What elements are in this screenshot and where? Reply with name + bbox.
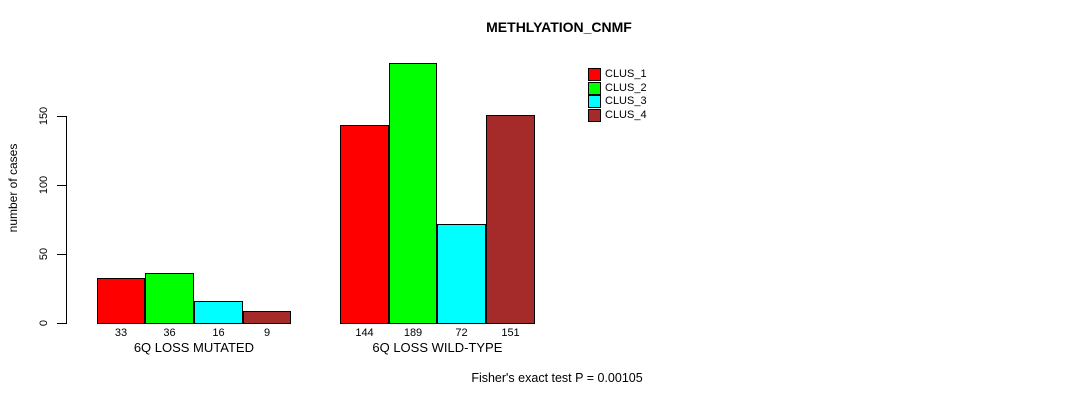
stat-annotation: Fisher's exact test P = 0.00105 [471,371,643,385]
bar-value-label: 36 [163,327,176,339]
bar-value-label: 144 [355,327,374,339]
y-tick-mark [57,184,66,186]
bar-value-label: 189 [403,327,423,339]
y-axis-label: number of cases [6,143,20,233]
y-tick-label: 0 [38,319,50,326]
bar-clus_3-2 [437,223,486,324]
bar-clus_4-2 [486,114,535,324]
bar-value-label: 9 [263,327,271,339]
y-tick-label: 150 [38,106,50,126]
bar-clus_1-1 [97,277,145,324]
x-category-label: 6Q LOSS WILD-TYPE [372,340,503,355]
legend-label: CLUS_1 [605,68,647,80]
bar-clus_2-1 [145,272,194,324]
legend-swatch-clus_4 [588,109,601,123]
legend-label: CLUS_4 [605,109,647,122]
bar-clus_1-2 [340,124,389,324]
bar-clus_2-2 [389,62,437,324]
legend-swatch-clus_3 [588,95,601,109]
bar-value-label: 16 [212,327,225,339]
bar-value-label: 72 [455,327,468,339]
y-tick-mark [57,116,66,117]
x-category-label: 6Q LOSS MUTATED [133,340,254,355]
y-axis-line [66,116,67,324]
legend-label: CLUS_3 [605,95,647,108]
y-tick-mark [57,322,66,324]
chart-title: METHLYATION_CNMF [486,19,632,35]
bar-clus_4-1 [243,310,291,324]
legend-swatch-clus_1 [588,68,601,81]
legend-swatch-clus_2 [588,81,601,95]
bar-value-label: 33 [114,327,128,339]
legend-label: CLUS_2 [605,81,647,94]
bar-clus_3-1 [194,300,243,324]
y-tick-mark [57,253,66,255]
bar-value-label: 151 [501,327,520,339]
y-tick-label: 100 [38,175,50,195]
y-tick-label: 50 [38,247,50,260]
